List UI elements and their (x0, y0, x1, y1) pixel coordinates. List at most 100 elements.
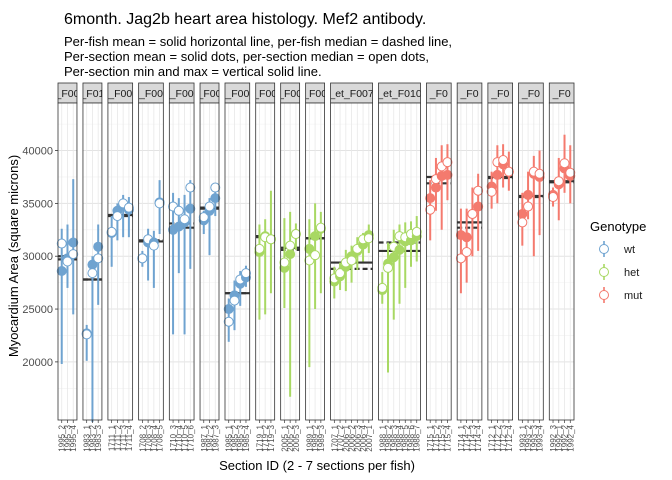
section-median-point (377, 282, 388, 293)
section-median-point (383, 262, 394, 273)
facet-panel: _et_F007 1707_11707_22006_12006_22006_320… (328, 82, 374, 452)
panel-border (280, 102, 301, 421)
section-mean-point (461, 232, 472, 243)
x-tick-label: 1993_3 (530, 424, 539, 451)
x-tick-label: 2006_2 (348, 424, 357, 451)
x-tick-label: 1992_4 (566, 424, 575, 451)
x-tick-label: 1715_2 (432, 424, 441, 451)
legend-key-point (599, 267, 609, 277)
section-median-point (62, 256, 73, 267)
x-tick-label: 1992_3 (549, 424, 558, 451)
x-tick-label: 1715_3 (438, 424, 447, 451)
x-tick-label: 1988_3 (390, 424, 399, 451)
section-median-point (285, 240, 296, 251)
section-mean-point (93, 241, 104, 252)
section-median-point (87, 268, 98, 279)
facet-strip-label: _F0 (429, 88, 448, 100)
x-tick-label: 2005_2 (286, 424, 295, 451)
section-mean-point (394, 244, 405, 255)
panel-border (426, 102, 452, 421)
legend-title: Genotype (590, 219, 646, 234)
facet-panels: _F001995_21995_31995_4_F011983_11983_219… (56, 82, 576, 452)
x-tick-label: 1714_4 (474, 424, 483, 451)
y-tick-label: 35000 (22, 198, 53, 210)
section-median-point (534, 168, 545, 179)
facet-strip-label: _F0 (490, 88, 509, 100)
x-tick-label: 1714_2 (463, 424, 472, 451)
x-tick-label: 1710_5 (181, 424, 190, 451)
legend-entry-label: mut (624, 290, 642, 302)
x-tick-label: 1983_2 (88, 424, 97, 451)
section-median-point (548, 192, 559, 203)
section-median-point (467, 208, 478, 219)
panel-border (168, 102, 195, 421)
x-tick-label: 1985_4 (242, 424, 251, 451)
x-axis-label: Section ID (2 - 7 sections per fish) (219, 458, 415, 473)
section-median-point (565, 167, 576, 178)
x-tick-label: 1989_2 (311, 424, 320, 451)
x-tick-label: 1992_1 (555, 424, 564, 451)
x-tick-label: 1995_4 (69, 424, 78, 451)
y-tick-label: 40000 (22, 146, 53, 158)
section-median-point (346, 255, 357, 266)
x-tick-label: 1995_3 (63, 424, 72, 451)
x-tick-label: 1988_7 (413, 424, 422, 451)
section-mean-point (523, 189, 534, 200)
y-tick-label: 25000 (22, 304, 53, 316)
facet-strip-label: _et_F007 (328, 88, 374, 100)
section-median-point (523, 201, 534, 212)
section-mean-point (68, 237, 79, 248)
x-tick-label: 2006_1 (342, 424, 351, 451)
x-tick-label: 1710_3 (169, 424, 178, 451)
y-axis-label: Myocardium Area (square microns) (6, 155, 21, 357)
section-median-point (335, 268, 346, 279)
facet-strip-label: _F00 (169, 88, 194, 100)
facet-strip-label: _F01 (79, 88, 104, 100)
section-median-point (198, 212, 209, 223)
section-median-point (81, 329, 92, 340)
legend-entry-label: wt (623, 244, 635, 256)
x-tick-label: 1711_3 (119, 424, 128, 451)
facet-strip-label: _F00 (277, 88, 302, 100)
x-tick-label: 1987_1 (200, 424, 209, 451)
x-tick-label: 1989_3 (317, 424, 326, 451)
x-tick-label: 1707_2 (336, 424, 345, 451)
facet-strip-label: _F00 (252, 88, 277, 100)
y-tick-label: 30000 (22, 251, 53, 263)
x-tick-label: 1985_1 (225, 424, 234, 451)
facet-strip-label: _F00 (138, 88, 163, 100)
panel-border (378, 102, 421, 421)
panel-border (548, 102, 575, 421)
x-tick-label: 1993_4 (536, 424, 545, 451)
section-mean-point (210, 193, 221, 204)
section-median-point (290, 229, 301, 240)
x-tick-label: 1715_4 (443, 424, 452, 451)
x-tick-label: 1988_2 (384, 424, 393, 451)
section-median-point (442, 157, 453, 168)
panel-border (107, 102, 134, 421)
section-median-point (279, 257, 290, 268)
section-median-point (553, 176, 564, 187)
x-tick-label: 2005_3 (292, 424, 301, 451)
panel-border (199, 102, 220, 421)
x-tick-label: 1712_2 (493, 424, 502, 451)
x-tick-label: 1715_1 (426, 424, 435, 451)
legend-key-point (599, 290, 609, 300)
x-tick-label: 1711_2 (113, 424, 122, 451)
facet-strip-label: _F00 (197, 88, 222, 100)
x-tick-label: 1711_1 (108, 424, 117, 451)
x-tick-label: 1989_1 (305, 424, 314, 451)
chart-title: 6month. Jag2b heart area histology. Mef2… (64, 11, 426, 28)
chart-subtitle-line-3: Per-section min and max = vertical solid… (64, 64, 322, 79)
section-median-point (240, 268, 251, 279)
section-median-point (310, 250, 321, 261)
x-tick-label: 1714_3 (468, 424, 477, 451)
